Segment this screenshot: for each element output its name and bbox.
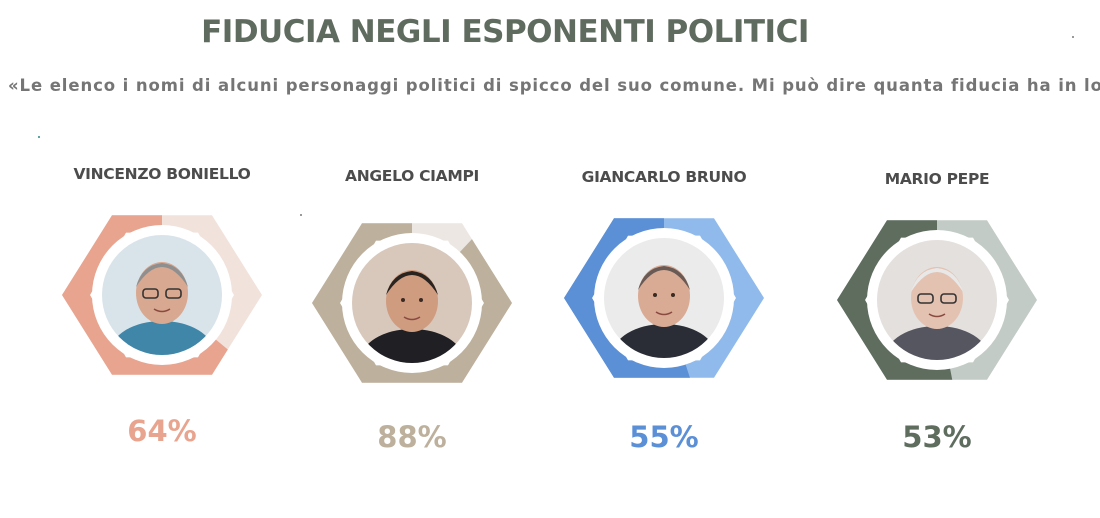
person-name: ANGELO CIAMPI xyxy=(345,167,479,185)
person-name: GIANCARLO BRUNO xyxy=(581,168,747,186)
person-name: MARIO PEPE xyxy=(884,170,990,188)
trust-ring xyxy=(62,215,262,375)
percent-label: 88% xyxy=(377,420,447,454)
percent-label: 55% xyxy=(629,420,699,454)
scan-speck xyxy=(38,136,40,138)
portrait-photo xyxy=(877,240,997,360)
person-card: ANGELO CIAMPI 88% xyxy=(297,0,527,518)
trust-ring xyxy=(837,220,1037,380)
portrait-photo xyxy=(102,235,222,355)
survey-question: «Le elenco i nomi di alcuni personaggi p… xyxy=(8,76,1100,95)
trust-ring xyxy=(564,218,764,378)
person-card: VINCENZO BONIELLO 64% xyxy=(47,0,277,518)
scan-speck xyxy=(1072,36,1074,38)
portrait-photo xyxy=(604,238,724,358)
trust-ring xyxy=(312,223,512,383)
person-name: VINCENZO BONIELLO xyxy=(73,165,251,183)
portrait-photo xyxy=(352,243,472,363)
scan-speck xyxy=(300,214,302,216)
person-card: MARIO PEPE 53% xyxy=(822,0,1052,518)
percent-label: 53% xyxy=(902,420,972,454)
percent-label: 64% xyxy=(127,414,197,448)
person-card: GIANCARLO BRUNO 55% xyxy=(549,0,779,518)
page-title: FIDUCIA NEGLI ESPONENTI POLITICI xyxy=(201,14,809,50)
